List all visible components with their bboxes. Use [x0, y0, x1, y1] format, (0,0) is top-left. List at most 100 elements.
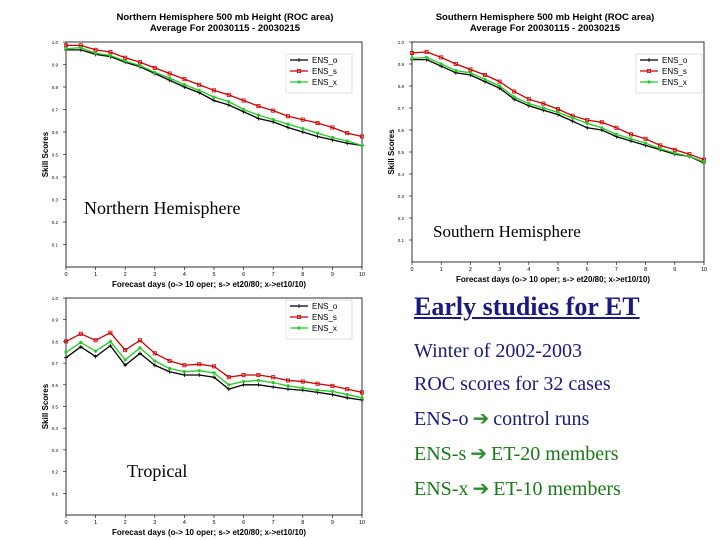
legend-marker: [296, 314, 301, 319]
notes-block: Early studies for ET Winter of 2002-2003…: [414, 292, 714, 501]
x-tick-label: 4: [183, 520, 186, 526]
legend-label: ENS_s: [312, 67, 337, 76]
data-point: [628, 132, 633, 137]
x-tick-label: 6: [242, 520, 245, 526]
y-tick-label: 0.7: [52, 108, 59, 113]
data-point: [672, 147, 677, 152]
data-point: [256, 382, 261, 387]
data-point: [64, 339, 69, 344]
x-tick-label: 2: [469, 267, 472, 273]
data-point: [360, 143, 364, 148]
y-tick-label: 0.5: [52, 153, 59, 158]
legend-label: ENS_o: [662, 56, 688, 65]
data-point: [108, 343, 113, 348]
data-point: [79, 46, 83, 50]
data-point: [137, 338, 142, 343]
data-point: [345, 392, 349, 397]
data-point: [300, 117, 305, 122]
legend-marker: [297, 58, 301, 62]
y-tick-label: 0.3: [52, 448, 59, 453]
data-point: [78, 331, 83, 336]
data-point: [78, 344, 83, 349]
arrow-icon: ➔: [470, 443, 487, 465]
data-point: [226, 103, 231, 107]
data-point: [345, 139, 349, 143]
x-axis-label: Forecast days (o-> 10 oper; s-> et20/80;…: [456, 275, 650, 284]
legend-label: ENS_o: [312, 302, 338, 311]
x-tick-label: 2: [124, 520, 127, 526]
notes-roc: ROC scores for 32 cases: [414, 373, 611, 395]
notes-ens-x: ENS-x ➔ ET-10 members: [414, 476, 714, 501]
notes-ens-s: ENS-s ➔ ET-20 members: [414, 441, 714, 466]
y-tick-label: 0.2: [52, 220, 59, 225]
data-point: [286, 125, 290, 130]
data-point: [108, 53, 112, 58]
y-tick-label: 1.0: [52, 296, 59, 301]
data-point: [64, 43, 69, 48]
chart-title: Southern Hemisphere 500 mb Height (ROC a…: [436, 12, 655, 23]
data-point: [483, 77, 487, 81]
y-tick-label: 0.2: [398, 216, 405, 221]
data-point: [256, 378, 260, 383]
ens-o-desc: control runs: [493, 408, 590, 430]
data-point: [330, 383, 335, 388]
data-point: [212, 375, 216, 380]
ens-o-name: ENS-o: [414, 408, 469, 430]
series-line-ENS_s: [66, 44, 363, 138]
data-point: [468, 67, 473, 72]
data-point: [168, 76, 172, 80]
data-point: [599, 120, 604, 125]
data-point: [197, 373, 202, 378]
data-point: [93, 354, 98, 359]
data-point: [345, 387, 350, 392]
x-tick-label: 0: [64, 520, 67, 526]
data-point: [316, 388, 320, 392]
data-point: [468, 71, 472, 75]
data-point: [182, 370, 186, 374]
y-axis-label: Skill Scores: [41, 383, 50, 429]
data-point: [256, 104, 261, 109]
data-point: [241, 98, 246, 103]
data-point: [643, 136, 648, 141]
data-point: [585, 121, 589, 125]
data-point: [256, 373, 261, 378]
legend-marker: [297, 304, 301, 308]
data-point: [345, 131, 350, 136]
y-axis-label: Skill Scores: [41, 131, 50, 177]
data-point: [108, 339, 112, 343]
data-point: [512, 95, 516, 99]
x-tick-label: 3: [153, 272, 156, 278]
data-point: [197, 88, 201, 92]
data-point: [167, 358, 172, 363]
data-point: [153, 359, 157, 363]
arrow-icon: ➔: [472, 408, 490, 430]
data-point: [211, 364, 216, 369]
data-point: [330, 392, 335, 397]
chart-subtitle: Average For 20030115 - 20030215: [150, 23, 301, 34]
y-tick-label: 0.8: [52, 339, 59, 344]
data-point: [526, 97, 531, 102]
data-point: [360, 396, 364, 400]
sh-region-label: Southern Hemisphere: [433, 222, 581, 241]
y-tick-label: 0.6: [52, 383, 59, 388]
data-point: [138, 64, 142, 68]
data-point: [152, 363, 157, 368]
x-tick-label: 5: [212, 520, 215, 526]
x-tick-label: 0: [410, 267, 413, 273]
data-point: [138, 351, 142, 356]
x-tick-label: 4: [183, 272, 186, 278]
data-point: [425, 55, 429, 60]
data-point: [556, 110, 560, 114]
data-point: [673, 151, 677, 155]
data-point: [123, 348, 128, 353]
data-point: [153, 70, 157, 74]
x-tick-label: 10: [701, 267, 707, 273]
data-point: [286, 384, 290, 388]
y-tick-label: 0.3: [398, 194, 405, 199]
data-point: [212, 98, 216, 103]
data-point: [301, 386, 305, 390]
legend-marker: [646, 69, 651, 74]
data-point: [658, 147, 662, 151]
data-point: [197, 362, 202, 367]
data-point: [687, 154, 691, 158]
